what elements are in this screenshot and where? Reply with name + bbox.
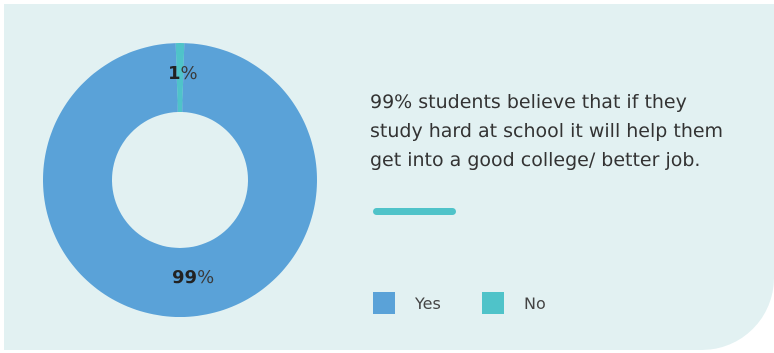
slice-unit-yes: % [197, 267, 215, 288]
legend-label-yes: Yes [415, 294, 441, 313]
slice-value-yes: 99 [172, 267, 198, 288]
slice-label-yes: 99% [172, 269, 214, 287]
legend-swatch-yes [373, 292, 395, 314]
slice-unit-no: % [180, 63, 198, 84]
donut-slices [42, 43, 318, 318]
donut-slice-no [175, 43, 185, 113]
slice-value-no: 1 [168, 63, 181, 84]
caption-accent-bar [373, 208, 456, 215]
legend-swatch-no [482, 292, 504, 314]
donut-slice-yes [42, 43, 318, 318]
slice-label-no: 1% [168, 65, 198, 83]
legend-label-no: No [524, 294, 546, 313]
chart-caption: 99% students believe that if they study … [370, 91, 724, 171]
